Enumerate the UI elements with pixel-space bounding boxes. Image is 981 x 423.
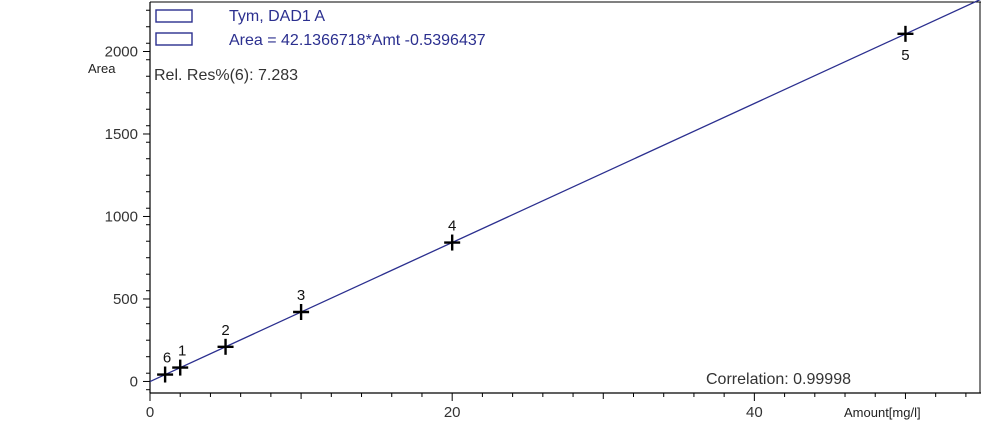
- point-label-5: 5: [901, 47, 909, 64]
- correlation-annotation: Correlation: 0.99998: [706, 371, 851, 388]
- fit-line: [149, 0, 981, 383]
- point-label-1: 1: [178, 343, 186, 360]
- data-point-1: [172, 359, 189, 376]
- point-label-4: 4: [448, 218, 456, 235]
- axes: [149, 1, 981, 394]
- legend-swatch-2: [155, 32, 193, 46]
- y-tick-label: 0: [130, 373, 138, 390]
- y-tick-label: 2000: [105, 43, 138, 60]
- y-axis-title: Area: [88, 61, 116, 76]
- y-tick-label: 500: [113, 291, 138, 308]
- tick-labels: 0 500 1000 1500 2000 0 20 40: [105, 43, 763, 421]
- point-label-6: 6: [163, 350, 171, 367]
- point-label-2: 2: [221, 322, 229, 339]
- data-point-4: [444, 234, 461, 251]
- rel-res-annotation: Rel. Res%(6): 7.283: [154, 67, 298, 84]
- data-point-6: [157, 366, 174, 383]
- legend-label-1: Tym, DAD1 A: [229, 8, 325, 25]
- y-tick-label: 1000: [105, 208, 138, 225]
- point-label-3: 3: [297, 287, 305, 304]
- data-point-2: [217, 338, 234, 355]
- data-point-5: [897, 25, 914, 42]
- x-tick-label: 40: [746, 404, 763, 421]
- data-markers: [157, 25, 914, 383]
- y-tick-label: 1500: [105, 126, 138, 143]
- legend-swatch-1: [155, 9, 193, 23]
- tick-marks: [143, 9, 967, 401]
- data-point-3: [293, 303, 310, 320]
- x-axis-title: Amount[mg/l]: [844, 405, 921, 420]
- point-labels: 1 2 3 4 5 6: [163, 47, 910, 367]
- x-tick-label: 20: [444, 404, 461, 421]
- legend-label-2: Area = 42.1366718*Amt -0.5396437: [229, 32, 486, 49]
- x-tick-label: 0: [146, 404, 154, 421]
